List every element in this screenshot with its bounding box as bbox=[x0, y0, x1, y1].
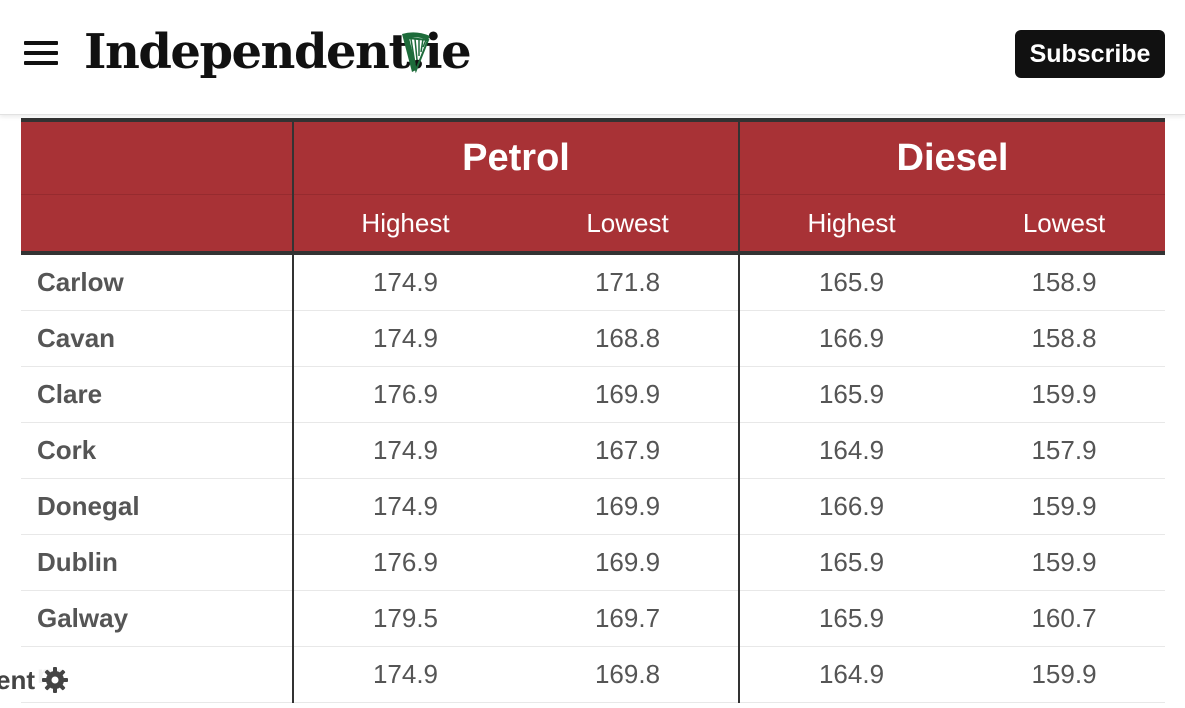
diesel-highest-cell: 165.9 bbox=[738, 253, 964, 311]
empty-header-cell bbox=[21, 194, 293, 255]
fuel-price-table: Petrol Diesel Highest Lowest Highest Low… bbox=[21, 118, 1166, 703]
petrol-lowest-cell: 169.7 bbox=[517, 590, 740, 647]
diesel-highest-cell: 165.9 bbox=[738, 590, 964, 647]
table-row: Dublin 176.9 169.9 165.9 159.9 bbox=[21, 534, 1166, 591]
table-group-header: Petrol Diesel bbox=[21, 118, 1166, 195]
diesel-lowest-cell: 159.9 bbox=[963, 366, 1166, 423]
petrol-lowest-cell: 168.8 bbox=[517, 310, 740, 367]
consent-settings-button[interactable]: ent bbox=[0, 660, 73, 700]
diesel-highest-header: Highest bbox=[738, 194, 964, 255]
petrol-highest-cell: 176.9 bbox=[292, 366, 517, 423]
county-cell: Donegal bbox=[21, 478, 293, 535]
table-row: Cork 174.9 167.9 164.9 157.9 bbox=[21, 422, 1166, 479]
petrol-lowest-cell: 169.9 bbox=[517, 366, 740, 423]
subscribe-button[interactable]: Subscribe bbox=[1015, 30, 1165, 78]
diesel-lowest-cell: 159.9 bbox=[963, 534, 1166, 591]
table-row: Galway 179.5 169.7 165.9 160.7 bbox=[21, 590, 1166, 647]
site-header: Independent.ie Subscribe bbox=[0, 0, 1185, 115]
gear-icon bbox=[42, 667, 68, 693]
diesel-highest-cell: 166.9 bbox=[738, 478, 964, 535]
petrol-lowest-header: Lowest bbox=[517, 194, 740, 255]
petrol-header: Petrol bbox=[291, 118, 740, 195]
petrol-lowest-cell: 169.9 bbox=[517, 478, 740, 535]
petrol-lowest-cell: 171.8 bbox=[517, 253, 740, 311]
petrol-highest-cell: 174.9 bbox=[292, 478, 517, 535]
diesel-highest-cell: 164.9 bbox=[738, 422, 964, 479]
diesel-lowest-cell: 159.9 bbox=[963, 478, 1166, 535]
county-cell: Clare bbox=[21, 366, 293, 423]
table-row: Cavan 174.9 168.8 166.9 158.8 bbox=[21, 310, 1166, 367]
diesel-highest-cell: 165.9 bbox=[738, 366, 964, 423]
table-row: Carlow 174.9 171.8 165.9 158.9 bbox=[21, 253, 1166, 311]
harp-logo-icon bbox=[402, 32, 430, 74]
petrol-highest-cell: 174.9 bbox=[292, 310, 517, 367]
diesel-header: Diesel bbox=[738, 118, 1166, 195]
county-cell: Carlow bbox=[21, 253, 293, 311]
county-cell: Dublin bbox=[21, 534, 293, 591]
county-cell: Cavan bbox=[21, 310, 293, 367]
county-cell: Cork bbox=[21, 422, 293, 479]
petrol-lowest-cell: 169.8 bbox=[517, 646, 740, 703]
petrol-highest-cell: 174.9 bbox=[292, 646, 517, 703]
petrol-lowest-cell: 167.9 bbox=[517, 422, 740, 479]
diesel-lowest-header: Lowest bbox=[963, 194, 1166, 255]
consent-label: ent bbox=[0, 664, 35, 695]
petrol-lowest-cell: 169.9 bbox=[517, 534, 740, 591]
table-sub-header: Highest Lowest Highest Lowest bbox=[21, 194, 1166, 255]
petrol-highest-cell: 174.9 bbox=[292, 253, 517, 311]
diesel-highest-cell: 164.9 bbox=[738, 646, 964, 703]
diesel-lowest-cell: 158.9 bbox=[963, 253, 1166, 311]
diesel-lowest-cell: 158.8 bbox=[963, 310, 1166, 367]
diesel-highest-cell: 165.9 bbox=[738, 534, 964, 591]
diesel-lowest-cell: 160.7 bbox=[963, 590, 1166, 647]
petrol-highest-cell: 174.9 bbox=[292, 422, 517, 479]
table-row: Clare 176.9 169.9 165.9 159.9 bbox=[21, 366, 1166, 423]
diesel-highest-cell: 166.9 bbox=[738, 310, 964, 367]
table-row: Donegal 174.9 169.9 166.9 159.9 bbox=[21, 478, 1166, 535]
county-cell: Galway bbox=[21, 590, 293, 647]
petrol-highest-cell: 176.9 bbox=[292, 534, 517, 591]
empty-header-cell bbox=[21, 118, 293, 195]
diesel-lowest-cell: 159.9 bbox=[963, 646, 1166, 703]
petrol-highest-header: Highest bbox=[292, 194, 517, 255]
hamburger-menu-icon[interactable] bbox=[24, 41, 58, 65]
diesel-lowest-cell: 157.9 bbox=[963, 422, 1166, 479]
petrol-highest-cell: 179.5 bbox=[292, 590, 517, 647]
